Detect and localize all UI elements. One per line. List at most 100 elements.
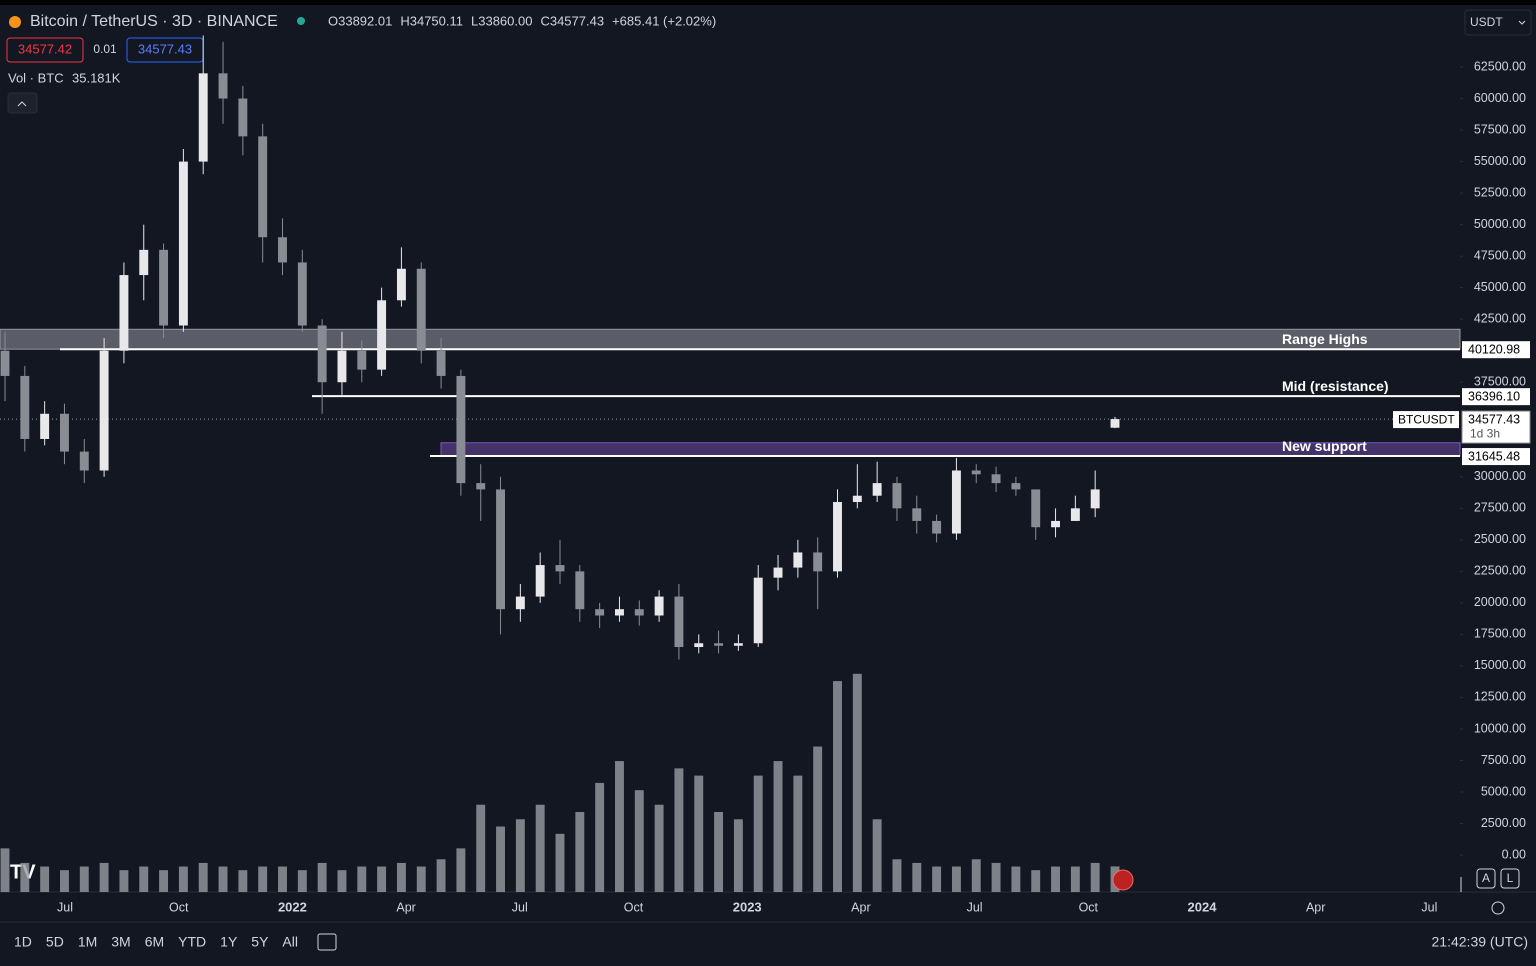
volume-bar	[971, 859, 981, 892]
y-tick-label: 52500.00	[1474, 185, 1526, 199]
candle-body	[0, 350, 10, 376]
last-price-tag	[1461, 410, 1531, 444]
price-tag-label: 36396.10	[1468, 389, 1520, 403]
candle-body	[258, 136, 268, 238]
range-button[interactable]: 5Y	[251, 934, 269, 950]
candle-body	[892, 483, 902, 509]
candle-body	[317, 325, 327, 383]
candle-body	[991, 474, 1001, 484]
candle-body	[951, 470, 961, 534]
x-tick-label: 2022	[278, 899, 307, 914]
candle-body	[476, 483, 486, 490]
range-button[interactable]: 1M	[78, 934, 97, 950]
level-name: Range Highs	[1282, 331, 1368, 347]
coin-icon	[9, 16, 21, 28]
x-tick-label: Jul	[57, 900, 73, 914]
volume-bar	[535, 804, 545, 892]
price-tag	[1462, 388, 1530, 406]
candle-body	[813, 552, 823, 572]
candle-body	[337, 350, 347, 383]
y-tick-label: 22500.00	[1474, 564, 1526, 578]
scale-button-label: A	[1482, 871, 1490, 885]
volume-bar	[119, 870, 129, 892]
price-tag-label: 31645.48	[1468, 449, 1520, 463]
range-button[interactable]: 3M	[111, 934, 130, 950]
x-tick-label: Jul	[1421, 900, 1437, 914]
candle-body	[1090, 489, 1100, 509]
settings-icon[interactable]	[1491, 901, 1505, 915]
range-button[interactable]: 6M	[145, 934, 164, 950]
volume-bar	[654, 804, 664, 892]
volume-bar	[198, 862, 208, 892]
event-icon[interactable]	[1112, 869, 1134, 891]
ohlc-value: O33892.01	[328, 13, 392, 28]
symbol-label: BTCUSDT	[1398, 412, 1455, 426]
volume-bar	[139, 866, 149, 892]
candle-body	[872, 483, 882, 496]
sell-box[interactable]	[6, 37, 84, 63]
volume-bar	[555, 833, 565, 892]
date-range-icon[interactable]	[317, 933, 337, 951]
volume-bar	[337, 870, 347, 892]
clock: 21:42:39 (UTC)	[1432, 934, 1528, 950]
volume-bar	[951, 866, 961, 892]
y-tick-label: 60000.00	[1474, 91, 1526, 105]
level-name: New support	[1282, 438, 1367, 454]
y-tick-label: 20000.00	[1474, 595, 1526, 609]
symbol-tag	[1393, 411, 1459, 429]
spread: 0.01	[93, 42, 117, 56]
countdown: 1d 3h	[1470, 426, 1500, 440]
candle-body	[396, 268, 406, 301]
y-tick-label: 15000.00	[1474, 658, 1526, 672]
price-tag-label: 40120.98	[1468, 342, 1520, 356]
range-button[interactable]: 5D	[46, 934, 64, 950]
range-button[interactable]: All	[282, 934, 298, 950]
candle-body	[198, 73, 208, 162]
candle-body	[634, 609, 644, 616]
candle-body	[555, 565, 565, 572]
candle-body	[357, 350, 367, 370]
candle-body	[119, 275, 129, 351]
ohlc-value: C34577.43	[540, 13, 604, 28]
candle-body	[377, 300, 387, 370]
volume-bar	[278, 866, 287, 892]
candle-body	[60, 413, 69, 452]
y-tick-label: 2500.00	[1481, 816, 1526, 830]
volume-bar	[1070, 866, 1080, 892]
candle-body	[674, 596, 684, 648]
level-name: Mid (resistance)	[1282, 378, 1389, 394]
volume-bar	[436, 859, 446, 892]
range-button[interactable]: 1D	[14, 934, 32, 950]
volume-bar	[20, 862, 30, 892]
scale-button[interactable]	[1476, 868, 1496, 889]
volume-bar	[357, 866, 367, 892]
candle-body	[139, 249, 149, 276]
candle-body	[278, 237, 287, 263]
x-tick-label: Jul	[512, 900, 528, 914]
y-tick-label: 37500.00	[1474, 375, 1526, 389]
volume-bar	[0, 848, 10, 892]
scale-button[interactable]	[1500, 868, 1520, 889]
currency: USDT	[1470, 15, 1503, 29]
candle-body	[575, 571, 585, 610]
volume-bar	[99, 862, 109, 892]
y-tick-label: 42500.00	[1474, 311, 1526, 325]
chart-title: Bitcoin / TetherUS · 3D · BINANCE	[30, 13, 278, 30]
candle-body	[833, 502, 842, 572]
volume-bar	[813, 746, 823, 892]
range-button[interactable]: YTD	[178, 934, 206, 950]
candle-body	[1011, 483, 1021, 490]
y-tick-label: 17500.00	[1474, 627, 1526, 641]
range-button[interactable]: 1Y	[220, 934, 238, 950]
volume-bar	[991, 862, 1001, 892]
candle-body	[496, 489, 505, 610]
volume-bar	[456, 848, 466, 892]
candle-body	[436, 350, 446, 376]
currency-select[interactable]	[1464, 9, 1532, 36]
volume-bar	[476, 804, 486, 892]
volume-bar	[714, 812, 724, 892]
candle-body	[595, 609, 605, 616]
volume-bar	[674, 768, 684, 892]
volume-bar	[595, 782, 605, 892]
